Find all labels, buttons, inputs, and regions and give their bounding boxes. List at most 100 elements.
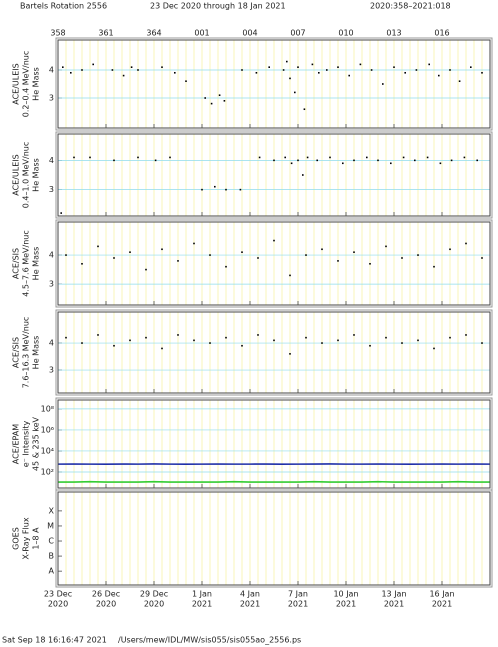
- x-tick-label-doy: 004: [242, 29, 257, 38]
- point: [161, 347, 163, 350]
- point: [65, 336, 67, 339]
- point: [348, 74, 350, 77]
- y-tick-label: 3: [49, 366, 54, 375]
- y-axis-label: 7.6–16.3 MeV/nuc: [22, 317, 31, 389]
- panel-frame-outer: [55, 219, 493, 308]
- point: [458, 80, 461, 82]
- point: [225, 188, 227, 191]
- footer-file: /Users/mew/IDL/MW/sis055/sis055ao_2556.p…: [118, 636, 301, 645]
- y-axis-label: 1–8 A: [32, 527, 41, 550]
- point: [290, 162, 293, 165]
- point: [359, 63, 362, 66]
- x-tick-label-year: 2020: [144, 600, 164, 609]
- point: [311, 63, 314, 66]
- point: [154, 159, 157, 162]
- point: [282, 69, 285, 71]
- point: [113, 257, 115, 259]
- point: [401, 342, 403, 344]
- point: [369, 344, 371, 347]
- point: [366, 156, 368, 159]
- point: [321, 342, 323, 344]
- point: [302, 174, 304, 176]
- y-tick-label: X: [49, 506, 55, 515]
- point: [257, 257, 259, 259]
- point: [70, 71, 72, 74]
- point: [241, 69, 243, 71]
- point: [342, 162, 344, 165]
- x-tick-label-doy: 361: [98, 29, 113, 38]
- y-axis-label: 4.5–7.6 MeV/nuc: [22, 230, 31, 297]
- point: [297, 159, 299, 162]
- point: [353, 251, 355, 253]
- x-tick-label-date: 29 Dec: [140, 590, 168, 599]
- point: [161, 66, 163, 68]
- x-tick-label-date: 23 Dec: [44, 590, 72, 599]
- x-tick-label-date: 4 Jan: [240, 590, 260, 599]
- point: [404, 71, 406, 74]
- y-axis-label: ACE/ULEIS: [12, 63, 21, 104]
- point: [225, 336, 227, 339]
- y-tick-label: 4: [49, 339, 54, 348]
- y-axis-label: He Mass: [32, 247, 41, 281]
- point: [214, 185, 216, 188]
- point: [209, 342, 211, 344]
- point: [201, 188, 203, 191]
- x-tick-label-year: 2021: [432, 600, 452, 609]
- point: [438, 74, 440, 77]
- point: [193, 339, 195, 342]
- point: [465, 334, 467, 336]
- point: [393, 66, 395, 68]
- point: [439, 162, 442, 165]
- point: [92, 63, 94, 66]
- point: [337, 260, 339, 262]
- point: [193, 242, 195, 245]
- point: [218, 94, 221, 97]
- y-axis-label: He Mass: [32, 67, 41, 101]
- point: [62, 66, 64, 68]
- x-tick-label-date: 13 Jan: [381, 590, 406, 599]
- point: [476, 159, 478, 162]
- point: [81, 342, 83, 344]
- point: [329, 156, 331, 159]
- point: [130, 66, 133, 68]
- point: [145, 336, 147, 339]
- point: [481, 257, 483, 259]
- point: [111, 69, 114, 71]
- point: [258, 156, 261, 159]
- point: [426, 156, 429, 159]
- y-tick-label: 10⁶: [41, 425, 54, 434]
- point: [481, 71, 483, 74]
- point: [470, 66, 472, 68]
- point: [137, 156, 139, 159]
- point: [414, 159, 416, 162]
- point: [450, 159, 453, 162]
- point: [73, 156, 75, 159]
- point: [385, 245, 387, 248]
- x-tick-label-year: 2021: [192, 600, 212, 609]
- x-tick-label-doy: 358: [50, 29, 65, 38]
- point: [463, 156, 466, 159]
- panel-frame-outer: [55, 37, 493, 131]
- y-tick-label: B: [49, 552, 55, 561]
- point: [81, 69, 83, 71]
- point: [209, 254, 211, 256]
- y-axis-label: ACE/SIS: [12, 248, 21, 279]
- point: [369, 262, 371, 265]
- title-doy: 2020:358–2021:018: [370, 2, 451, 11]
- y-tick-label: 3: [49, 280, 54, 289]
- point: [433, 347, 435, 350]
- panel-frame: [57, 311, 491, 394]
- point: [294, 91, 296, 94]
- point: [185, 80, 187, 82]
- point: [289, 274, 291, 277]
- point: [286, 60, 288, 63]
- point: [169, 156, 171, 159]
- x-tick-label-doy: 013: [386, 29, 401, 38]
- y-axis-label: X-Ray Flux: [22, 517, 31, 559]
- y-axis-label: GOES: [12, 527, 21, 550]
- y-axis-label: ACE/ULEIS: [12, 154, 21, 195]
- y-tick-label: 3: [49, 94, 54, 103]
- point: [481, 342, 483, 344]
- point: [113, 159, 115, 162]
- point: [129, 339, 131, 342]
